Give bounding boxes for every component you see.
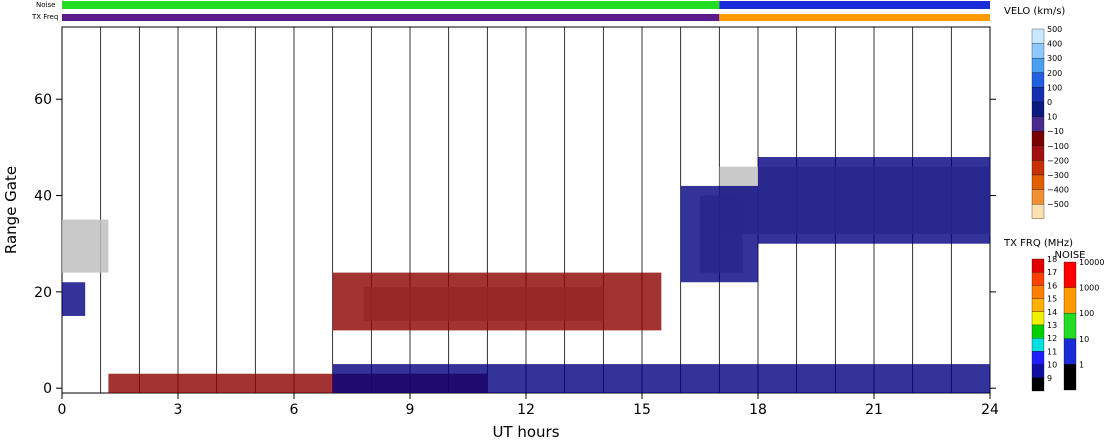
x-tick-label-5: 15 <box>633 402 651 418</box>
velocity-colorbar-tick-label-11: −400 <box>1047 186 1069 195</box>
noise-colorbar-cell-1 <box>1063 287 1077 314</box>
txfreq-strip-label: TX Freq <box>31 13 58 21</box>
velocity-colorbar-cell-11 <box>1031 189 1045 205</box>
txfreq-colorbar-title: TX FRQ (MHz) <box>1003 238 1073 249</box>
txfreq-colorbar-tick-label-9: 9 <box>1047 374 1052 383</box>
velocity-colorbar-tick-label-5: 0 <box>1047 98 1052 107</box>
txfreq-colorbar-cell-7 <box>1031 351 1045 365</box>
velocity-colorbar-tick-label-9: −200 <box>1047 156 1069 165</box>
x-tick-label-2: 6 <box>290 402 299 418</box>
strip-0-segment-1 <box>719 1 990 9</box>
x-tick-label-1: 3 <box>174 402 183 418</box>
txfreq-colorbar-cell-3 <box>1031 298 1045 312</box>
txfreq-colorbar-cell-2 <box>1031 285 1045 299</box>
velocity-colorbar: 500 400 300 200 100 0 10 −10 −100 −200 −300 −400 −50… <box>1031 25 1069 219</box>
y-axis-title: Range Gate <box>2 166 20 254</box>
noise-colorbar-cell-4 <box>1063 364 1077 391</box>
y-tick-label-0: 0 <box>43 381 52 397</box>
x-tick-label-6: 18 <box>749 402 767 418</box>
velocity-colorbar-tick-label-10: −300 <box>1047 171 1069 180</box>
txfreq-colorbar-cell-1 <box>1031 272 1045 286</box>
txfreq-colorbar-tick-label-8: 10 <box>1047 361 1057 370</box>
velocity-colorbar-cell-6 <box>1031 116 1045 132</box>
noise-colorbar: 10000 1000 100 10 1 <box>1063 258 1104 391</box>
velocity-colorbar-cell-7 <box>1031 131 1045 146</box>
txfreq-colorbar: 18 17 16 15 14 13 12 11 10 9 <box>1031 255 1057 392</box>
y-axis: 0 20 40 60 <box>34 92 996 397</box>
velocity-colorbar-tick-label-6: 10 <box>1047 113 1057 122</box>
y-tick-label-1: 20 <box>34 285 52 301</box>
x-tick-label-3: 9 <box>406 402 415 418</box>
data-regions <box>62 157 991 393</box>
velocity-colorbar-cell-8 <box>1031 145 1045 161</box>
velocity-colorbar-tick-label-12: −500 <box>1047 200 1069 209</box>
velocity-colorbar-tick-label-2: 300 <box>1047 54 1062 63</box>
velocity-region-6 <box>332 364 991 393</box>
noise-colorbar-cell-0 <box>1063 261 1077 288</box>
velocity-colorbar-cell-0 <box>1031 28 1045 44</box>
x-tick-label-8: 24 <box>981 402 999 418</box>
txfreq-colorbar-cell-4 <box>1031 311 1045 326</box>
y-tick-label-3: 60 <box>34 92 52 108</box>
velocity-colorbar-title: VELO (km/s) <box>1004 6 1065 17</box>
txfreq-colorbar-tick-label-4: 14 <box>1047 308 1057 317</box>
velocity-colorbar-cell-4 <box>1031 87 1045 103</box>
txfreq-colorbar-tick-label-5: 13 <box>1047 321 1057 330</box>
strip-1-segment-0 <box>62 14 720 21</box>
velocity-colorbar-cell-3 <box>1031 72 1045 88</box>
noise-colorbar-tick-label-2: 100 <box>1079 309 1094 318</box>
noise-colorbar-tick-label-0: 10000 <box>1079 258 1104 267</box>
txfreq-colorbar-tick-label-2: 16 <box>1047 281 1057 290</box>
txfreq-colorbar-cell-6 <box>1031 338 1045 352</box>
x-tick-label-4: 12 <box>517 402 535 418</box>
velocity-colorbar-cell-5 <box>1031 101 1045 117</box>
txfreq-colorbar-cell-0 <box>1031 258 1045 273</box>
noise-colorbar-cell-2 <box>1063 313 1077 339</box>
txfreq-colorbar-cell-5 <box>1031 324 1045 339</box>
noise-colorbar-tick-label-1: 1000 <box>1079 284 1099 293</box>
velocity-colorbar-tick-label-7: −10 <box>1047 127 1064 136</box>
velocity-colorbar-tick-label-8: −100 <box>1047 142 1069 151</box>
x-axis: 0 3 6 9 12 15 18 21 24 <box>58 393 999 418</box>
strip-1-segment-1 <box>719 14 990 21</box>
x-tick-label-0: 0 <box>58 402 67 418</box>
strip-0-segment-0 <box>62 1 720 9</box>
velocity-region-8 <box>680 185 758 283</box>
velocity-colorbar-cell-9 <box>1031 160 1045 176</box>
txfreq-colorbar-cell-9 <box>1031 377 1045 392</box>
noise-colorbar-tick-label-4: 1 <box>1079 360 1084 369</box>
noise-colorbar-title: NOISE <box>1055 250 1086 261</box>
velocity-colorbar-tick-label-4: 100 <box>1047 83 1062 92</box>
txfreq-colorbar-tick-label-3: 15 <box>1047 295 1057 304</box>
noise-strip-label: Noise <box>36 1 55 9</box>
velocity-colorbar-tick-label-0: 500 <box>1047 25 1062 34</box>
txfreq-colorbar-tick-label-6: 12 <box>1047 334 1057 343</box>
velocity-region-4 <box>332 272 662 331</box>
x-tick-label-7: 21 <box>865 402 883 418</box>
txfreq-colorbar-tick-label-1: 17 <box>1047 268 1057 277</box>
txfreq-colorbar-tick-label-7: 11 <box>1047 347 1057 356</box>
txfreq-colorbar-tick-label-0: 18 <box>1047 255 1057 264</box>
noise-colorbar-cell-3 <box>1063 338 1077 365</box>
velocity-colorbar-cell-10 <box>1031 174 1045 190</box>
velocity-colorbar-tick-label-1: 400 <box>1047 40 1062 49</box>
velocity-colorbar-cell-12 <box>1031 204 1045 219</box>
velocity-colorbar-cell-2 <box>1031 58 1045 73</box>
velocity-colorbar-tick-label-3: 200 <box>1047 69 1062 78</box>
velocity-region-9 <box>758 157 990 244</box>
noise-colorbar-tick-label-3: 10 <box>1079 335 1089 344</box>
txfreq-colorbar-cell-8 <box>1031 364 1045 378</box>
ground-scatter-region-0 <box>62 219 109 273</box>
y-tick-label-2: 40 <box>34 189 52 205</box>
status-strips <box>62 1 990 21</box>
velocity-colorbar-cell-1 <box>1031 43 1045 59</box>
x-axis-title: UT hours <box>492 423 559 441</box>
velocity-region-7 <box>62 282 86 316</box>
